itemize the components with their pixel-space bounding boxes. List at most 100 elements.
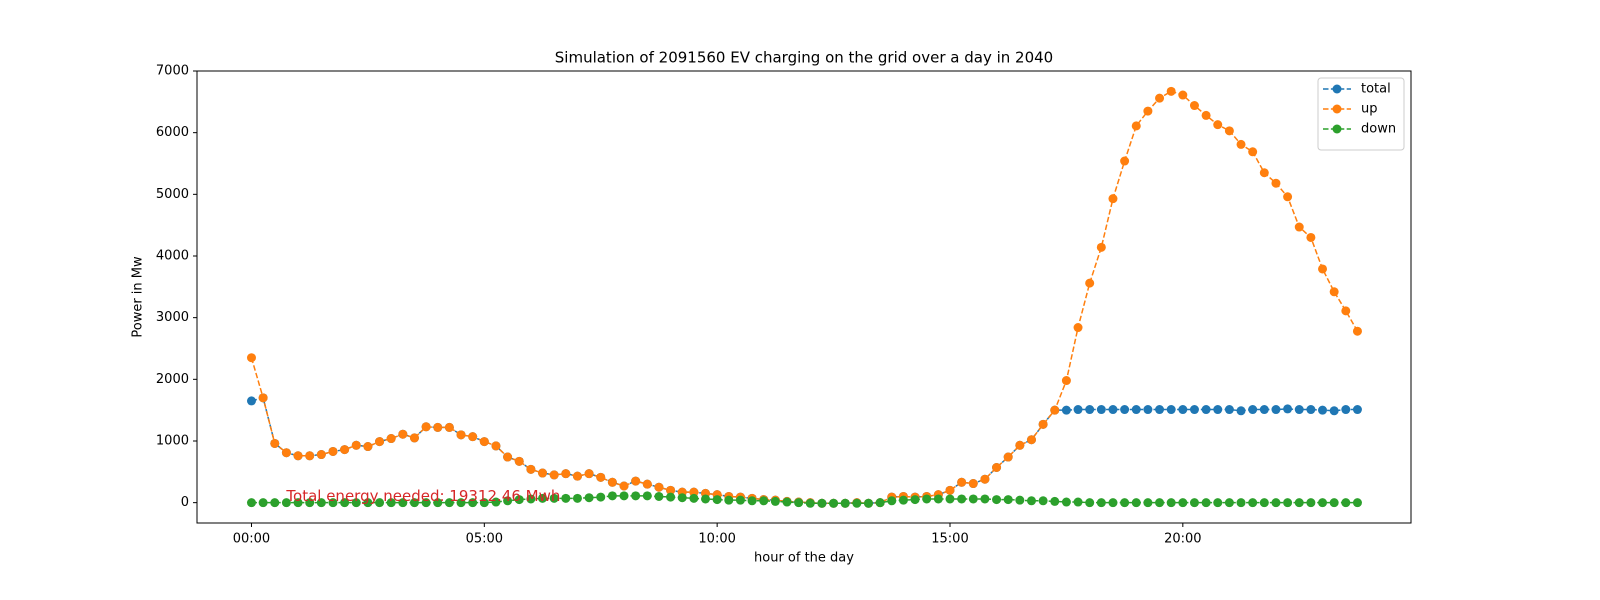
data-point	[270, 438, 280, 448]
data-point	[1201, 110, 1211, 120]
data-point	[1050, 496, 1060, 506]
data-point	[1085, 498, 1095, 508]
data-point	[619, 491, 629, 501]
data-point	[479, 437, 489, 447]
data-point	[1201, 498, 1211, 508]
data-point	[1248, 498, 1258, 508]
data-point	[829, 498, 839, 508]
data-point	[794, 498, 804, 508]
data-point	[1248, 405, 1258, 415]
data-point	[1061, 405, 1071, 415]
data-point	[782, 497, 792, 507]
data-point	[1155, 93, 1165, 103]
data-point	[654, 482, 664, 492]
data-point	[281, 448, 291, 458]
data-point	[654, 491, 664, 501]
legend-marker	[1332, 124, 1342, 134]
data-point	[1120, 156, 1130, 166]
data-point	[1248, 147, 1258, 157]
data-point	[293, 498, 303, 508]
x-tick-label: 05:00	[466, 532, 503, 547]
data-point	[1131, 405, 1141, 415]
y-tick-label: 7000	[156, 64, 189, 79]
data-point	[1294, 405, 1304, 415]
data-point	[747, 496, 757, 506]
data-point	[1341, 498, 1351, 508]
data-point	[1073, 323, 1083, 333]
legend-label: total	[1361, 82, 1391, 97]
data-point	[1155, 405, 1165, 415]
data-point	[316, 450, 326, 460]
data-point	[444, 498, 454, 508]
data-point	[1178, 90, 1188, 100]
data-point	[526, 464, 536, 474]
data-point	[1120, 498, 1130, 508]
data-point	[596, 492, 606, 502]
data-point	[677, 493, 687, 503]
data-point	[351, 498, 361, 508]
legend-label: up	[1361, 102, 1378, 117]
data-point	[910, 495, 920, 505]
data-point	[572, 493, 582, 503]
data-point	[1061, 376, 1071, 386]
data-point	[1271, 498, 1281, 508]
data-point	[1085, 405, 1095, 415]
data-point	[712, 495, 722, 505]
data-point	[1131, 498, 1141, 508]
y-axis-label: Power in Mw	[131, 256, 146, 338]
data-point	[1120, 405, 1130, 415]
data-point	[1178, 405, 1188, 415]
legend-label: down	[1361, 122, 1396, 137]
x-axis-label: hour of the day	[754, 551, 854, 566]
data-point	[1155, 498, 1165, 508]
data-point	[398, 498, 408, 508]
data-point	[526, 494, 536, 504]
data-point	[689, 493, 699, 503]
data-point	[1213, 498, 1223, 508]
data-point	[584, 469, 594, 479]
data-point	[1015, 495, 1025, 505]
data-point	[316, 498, 326, 508]
data-point	[642, 491, 652, 501]
data-point	[957, 494, 967, 504]
data-point	[363, 442, 373, 452]
data-point	[479, 498, 489, 508]
data-point	[421, 498, 431, 508]
data-point	[1329, 287, 1339, 297]
data-point	[1143, 498, 1153, 508]
x-tick-label: 10:00	[698, 532, 735, 547]
data-point	[340, 445, 350, 455]
data-point	[735, 495, 745, 505]
data-point	[980, 474, 990, 484]
data-point	[270, 498, 280, 508]
data-point	[444, 422, 454, 432]
data-point	[561, 493, 571, 503]
data-point	[1166, 405, 1176, 415]
data-point	[246, 396, 256, 406]
data-point	[1341, 405, 1351, 415]
data-point	[1073, 405, 1083, 415]
data-point	[351, 440, 361, 450]
data-point	[1318, 405, 1328, 415]
data-point	[258, 498, 268, 508]
legend-marker	[1332, 84, 1342, 94]
data-point	[340, 498, 350, 508]
data-point	[1108, 194, 1118, 204]
data-point	[607, 477, 617, 487]
plot-frame	[196, 70, 1412, 524]
data-point	[1073, 497, 1083, 507]
data-point	[468, 498, 478, 508]
data-point	[514, 456, 524, 466]
data-point	[1015, 440, 1025, 450]
data-point	[1189, 498, 1199, 508]
data-point	[666, 485, 676, 495]
y-tick-label: 3000	[156, 310, 189, 325]
data-point	[491, 441, 501, 451]
y-tick-label: 4000	[156, 248, 189, 263]
data-point	[433, 498, 443, 508]
data-point	[724, 495, 734, 505]
data-point	[572, 471, 582, 481]
x-tick-label: 00:00	[233, 532, 270, 547]
y-tick-label: 6000	[156, 125, 189, 140]
